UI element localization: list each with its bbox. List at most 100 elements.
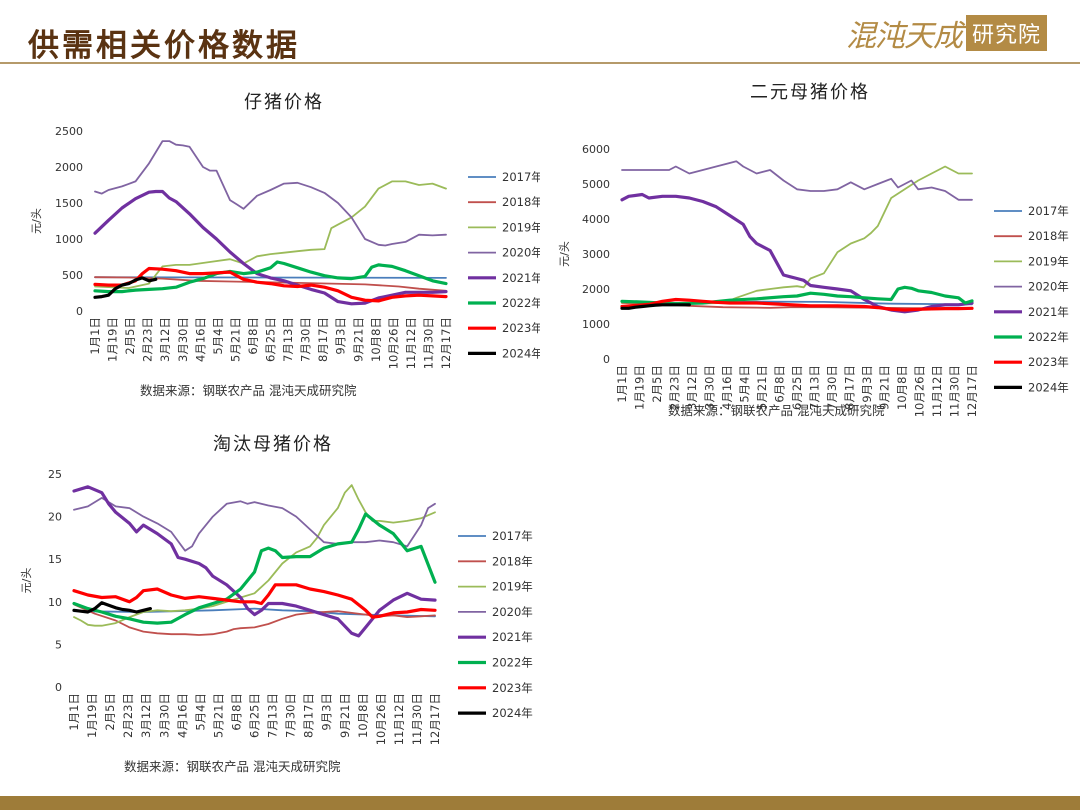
y-tick-label: 15: [48, 553, 62, 566]
piglet-price-plot: 0 500 1000 1500 2000 2500 元/头 1月1日 1月19日 2月5日 2月23…: [30, 125, 540, 369]
y-tick-label: 1000: [582, 318, 610, 331]
y-tick-label: 0: [603, 353, 610, 366]
x-tick-label: 5月4日: [211, 317, 225, 355]
y-tick-label: 3000: [582, 248, 610, 261]
x-tick-label: 10月26日: [386, 317, 400, 369]
x-tick-label: 9月21日: [878, 365, 892, 410]
x-tick-label: 7月13日: [281, 317, 295, 362]
sow-price-chart: 二元母猪价格 0 1000 2000 3000 4000 5000 6000 元/头 1月1日 1…: [540, 70, 1080, 420]
series-line: [620, 285, 974, 306]
y-tick-label: 2000: [55, 161, 83, 174]
chart-title: 仔猪价格: [244, 92, 324, 113]
legend-label: 2019年: [502, 220, 540, 234]
y-axis-label: 元/头: [20, 568, 33, 594]
chart-source: 数据来源：钢联农产品 混沌天成研究院: [124, 759, 341, 774]
y-axis-label: 元/头: [30, 208, 43, 234]
y-tick-label: 500: [62, 269, 83, 282]
x-tick-label: 11月12日: [404, 317, 418, 369]
legend-label: 2020年: [502, 246, 540, 260]
x-tick-label: 3月30日: [157, 693, 171, 738]
series-line: [620, 297, 974, 312]
y-tick-label: 5: [55, 638, 62, 651]
x-tick-label: 1月1日: [615, 365, 629, 403]
x-tick-label: 3月30日: [703, 365, 717, 410]
page-title: 供需相关价格数据: [28, 28, 300, 64]
x-tick-label: 2月5日: [123, 317, 137, 355]
legend-label: 2024年: [502, 346, 540, 360]
legend-label: 2023年: [492, 681, 533, 695]
x-tick-label: 7月13日: [808, 365, 822, 410]
legend-label: 2024年: [492, 706, 533, 720]
series-line: [72, 601, 152, 614]
x-tick-label: 9月3日: [860, 365, 874, 403]
legend-label: 2022年: [1028, 330, 1069, 344]
legend-label: 2023年: [502, 321, 540, 335]
cull-sow-price-chart: 淘汰母猪价格 0 5 10 15 20 25 元/头 1月1日 1月19日 2月5日 2月23日 3月…: [0, 422, 540, 782]
y-tick-label: 2500: [55, 125, 83, 138]
legend-label: 2021年: [502, 271, 540, 285]
y-tick-label: 0: [76, 305, 83, 318]
x-tick-label: 1月19日: [633, 365, 647, 410]
sow-price-plot: 0 1000 2000 3000 4000 5000 6000 元/头 1月1日 1月19日 2月5…: [558, 143, 1069, 417]
x-tick-label: 11月12日: [392, 693, 406, 745]
legend-label: 2017年: [1028, 204, 1069, 218]
legend-label: 2023年: [1028, 355, 1069, 369]
legend-label: 2021年: [1028, 305, 1069, 319]
chart-source: 数据来源：钢联农产品 混沌天成研究院: [668, 403, 885, 418]
x-tick-label: 4月16日: [175, 693, 189, 738]
series-line: [620, 192, 974, 314]
x-tick-label: 12月17日: [428, 693, 442, 745]
x-tick-label: 5月21日: [211, 693, 225, 738]
series-line: [621, 160, 973, 201]
x-tick-label: 9月21日: [338, 693, 352, 738]
x-tick-label: 3月30日: [176, 317, 190, 362]
legend-label: 2021年: [492, 630, 533, 644]
y-tick-label: 0: [55, 681, 62, 694]
y-tick-label: 2000: [582, 283, 610, 296]
x-tick-label: 7月13日: [266, 693, 280, 738]
legend-label: 2018年: [492, 554, 533, 568]
x-tick-label: 4月16日: [720, 365, 734, 410]
x-tick-label: 1月19日: [85, 693, 99, 738]
x-tick-label: 10月8日: [369, 317, 383, 362]
x-tick-label: 6月25日: [264, 317, 278, 362]
series-line: [73, 497, 436, 552]
brand-logo: 混沌天成 研究院: [846, 14, 1048, 54]
x-tick-label: 1月1日: [88, 317, 102, 355]
series-line: [72, 512, 437, 625]
y-tick-label: 1000: [55, 233, 83, 246]
x-tick-label: 8月17日: [316, 317, 330, 362]
x-tick-label: 2月5日: [103, 693, 117, 731]
x-tick-label: 3月12日: [685, 365, 699, 410]
x-tick-label: 8月17日: [843, 365, 857, 410]
x-tick-label: 6月25日: [248, 693, 262, 738]
series-line: [72, 485, 437, 638]
x-tick-label: 10月8日: [895, 365, 909, 410]
header-divider: [0, 62, 1080, 64]
legend-label: 2019年: [1028, 254, 1069, 268]
series-line: [94, 140, 447, 247]
x-tick-label: 10月26日: [913, 365, 927, 417]
piglet-price-chart: 仔猪价格 0 500 1000 1500 2000 2500 元/头 1月1日 1月19日 2月5…: [0, 80, 540, 400]
x-tick-label: 5月21日: [228, 317, 242, 362]
series-line: [73, 484, 436, 627]
x-tick-label: 3月12日: [158, 317, 172, 362]
y-tick-label: 5000: [582, 178, 610, 191]
x-tick-label: 5月4日: [738, 365, 752, 403]
y-tick-label: 6000: [582, 143, 610, 156]
legend-label: 2018年: [1028, 229, 1069, 243]
x-tick-label: 7月30日: [284, 693, 298, 738]
series-line: [72, 583, 437, 619]
x-tick-label: 4月16日: [193, 317, 207, 362]
legend-label: 2020年: [492, 605, 533, 619]
chart-title: 二元母猪价格: [750, 82, 870, 103]
y-axis-label: 元/头: [558, 241, 571, 267]
x-tick-label: 2月5日: [650, 365, 664, 403]
x-tick-label: 7月30日: [825, 365, 839, 410]
x-tick-label: 9月3日: [334, 317, 348, 355]
legend-label: 2017年: [492, 529, 533, 543]
legend-label: 2022年: [502, 296, 540, 310]
y-tick-label: 20: [48, 511, 62, 524]
series-line: [93, 260, 448, 294]
chart-source: 数据来源：钢联农产品 混沌天成研究院: [140, 383, 357, 398]
